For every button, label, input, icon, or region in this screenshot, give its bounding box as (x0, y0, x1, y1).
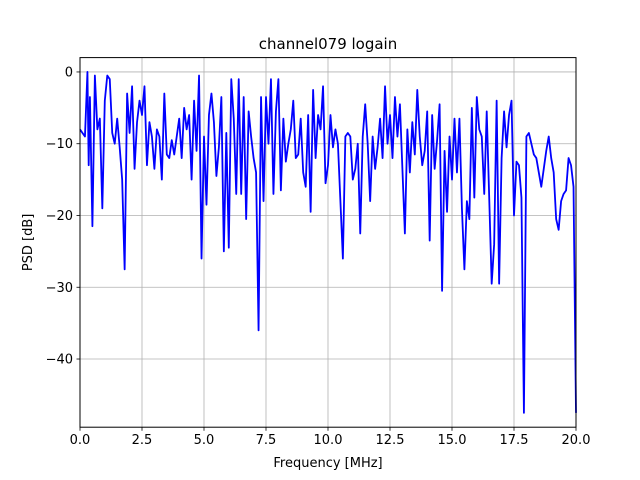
y-tick-label: −40 (46, 353, 73, 368)
x-tick-label: 10.0 (314, 433, 343, 448)
series-line-0 (79, 71, 577, 414)
series-layer (79, 71, 577, 414)
x-tick-label: 5.0 (194, 433, 215, 448)
x-tick-label: 17.5 (500, 433, 529, 448)
x-tick-label: 12.5 (376, 433, 405, 448)
y-tick-label: −10 (46, 137, 73, 152)
y-axis-title: PSD [dB] (21, 214, 36, 272)
x-tick-label: 20.0 (562, 433, 591, 448)
x-tick-label: 7.5 (256, 433, 277, 448)
ticks: 0.0 2.5 5.0 7.5 10.0 12.5 15.0 17.5 20.0 0 −10 −20 −… (46, 65, 591, 448)
y-tick-label: −20 (46, 209, 73, 224)
y-tick-label: −30 (46, 281, 73, 296)
chart-title: channel079 logain (259, 35, 398, 53)
x-tick-label: 15.0 (438, 433, 467, 448)
x-axis-title: Frequency [MHz] (273, 456, 382, 471)
x-tick-label: 0.0 (70, 433, 91, 448)
y-tick-label: 0 (65, 65, 73, 80)
x-tick-label: 2.5 (132, 433, 153, 448)
